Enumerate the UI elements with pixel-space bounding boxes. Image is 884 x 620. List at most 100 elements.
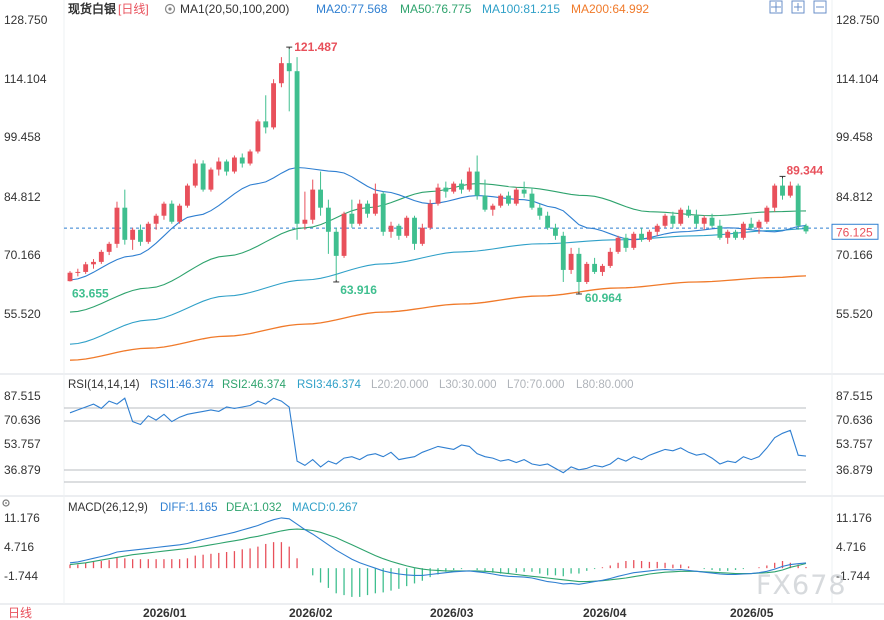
candle-down <box>294 71 300 224</box>
candle-down <box>537 207 543 216</box>
candle-up <box>208 169 214 190</box>
annotation-low-63655: 63.655 <box>72 287 109 301</box>
ma200-line <box>69 275 807 361</box>
candle-up <box>584 263 590 282</box>
rsi-tick-right: 70.636 <box>836 413 873 427</box>
candle-down <box>709 217 715 226</box>
macd-dea-value: DEA:1.032 <box>226 502 282 514</box>
panel-frames <box>0 0 884 605</box>
candle-up <box>701 217 707 224</box>
candle-up <box>75 271 81 273</box>
macd-tick-right: 11.176 <box>836 511 872 525</box>
eye-icon[interactable] <box>164 3 176 15</box>
candle-up <box>725 231 731 238</box>
price-tick-right: 84.812 <box>836 190 873 204</box>
price-tick-right: 99.458 <box>836 130 873 144</box>
price-tick-right: 128.750 <box>836 13 880 27</box>
price-annotations: 121.487 63.655 63.916 60.964 89.344 <box>72 40 824 305</box>
candle-down <box>380 193 386 232</box>
candle-down <box>412 217 417 244</box>
macd-axis: 11.176 4.716 -1.744 11.176 4.716 -1.744 <box>4 511 872 583</box>
period-tab-daily[interactable]: 日线 <box>8 606 32 620</box>
macd-indicator-label[interactable]: MACD(26,12,9) <box>68 502 148 514</box>
candle-up <box>145 223 151 242</box>
candle-up <box>607 251 613 266</box>
candle-up <box>185 185 190 206</box>
x-tick: 2026/05 <box>730 606 774 620</box>
macd-tick-right: -1.744 <box>836 569 870 583</box>
candle-down <box>623 237 629 248</box>
candle-up <box>192 163 198 186</box>
macd-dea-line <box>69 528 807 583</box>
rsi-l80-label: L80:80.000 <box>576 379 634 391</box>
candle-up <box>787 185 793 196</box>
candle-up <box>419 227 425 244</box>
candle-up <box>615 237 621 252</box>
rsi-axis: 87.515 70.636 53.757 36.879 87.515 70.63… <box>4 389 873 477</box>
rsi-indicator-label[interactable]: RSI(14,14,14) <box>68 379 140 391</box>
candle-down <box>506 195 511 204</box>
fx678-watermark: FX678 <box>756 570 847 601</box>
candle-down <box>200 163 206 190</box>
candle-down <box>717 225 723 238</box>
candle-down <box>748 223 754 228</box>
candle-up <box>130 229 136 240</box>
candle-up <box>678 209 684 224</box>
candle-down <box>803 225 809 232</box>
candle-up <box>161 203 167 216</box>
price-header: 现货白银 [日线] MA1(20,50,100,200) MA20:77.568… <box>68 1 649 16</box>
candle-down <box>592 263 598 272</box>
rsi-l20-label: L20:20.000 <box>371 379 429 391</box>
candle-up <box>498 195 504 206</box>
ma50-value: MA50:76.775 <box>400 2 472 16</box>
settings-icon[interactable] <box>2 499 10 507</box>
zoom-in-icon[interactable] <box>791 0 805 14</box>
annotation-low-63916: 63.916 <box>340 283 377 297</box>
candle-down <box>138 229 143 242</box>
candle-down <box>670 215 676 224</box>
rsi-tick-left: 53.757 <box>4 437 41 451</box>
x-tick: 2026/03 <box>430 606 474 620</box>
candle-down <box>224 161 230 172</box>
candle-down <box>553 227 558 236</box>
candle-up <box>513 189 519 204</box>
rsi-line <box>69 397 807 474</box>
candle-up <box>271 83 277 128</box>
zoom-out-icon[interactable] <box>813 0 827 14</box>
price-tick-left: 70.166 <box>4 248 41 262</box>
candle-down <box>474 171 480 196</box>
candle-up <box>216 161 222 170</box>
candle-down <box>482 195 488 210</box>
x-tick: 2026/01 <box>143 606 187 620</box>
candle-down <box>325 207 331 232</box>
ma20-value: MA20:77.568 <box>316 2 388 16</box>
rsi-tick-right: 87.515 <box>836 389 873 403</box>
price-tick-right: 55.520 <box>836 307 873 321</box>
candle-down <box>780 185 785 196</box>
rsi-header: RSI(14,14,14) RSI1:46.374 RSI2:46.374 RS… <box>68 379 634 391</box>
annotation-high-89344: 89.344 <box>787 163 824 177</box>
candle-up <box>756 221 762 228</box>
price-tick-left: 84.812 <box>4 190 41 204</box>
rsi3-value: RSI3:46.374 <box>297 379 362 391</box>
candle-up <box>231 157 237 172</box>
ma-indicator-label[interactable]: MA1(20,50,100,200) <box>180 2 289 16</box>
candle-down <box>349 213 355 224</box>
annotation-high-121: 121.487 <box>294 40 338 54</box>
candle-down <box>795 185 801 226</box>
candle-up <box>153 215 159 224</box>
rsi1-value: RSI1:46.374 <box>150 379 215 391</box>
period-label[interactable]: [日线] <box>118 2 149 16</box>
candle-down <box>545 215 551 228</box>
crosshair-icon[interactable] <box>769 0 783 14</box>
macd-header: MACD(26,12,9) DIFF:1.165 DEA:1.032 MACD:… <box>2 499 358 514</box>
price-tick-left: 128.750 <box>4 13 48 27</box>
ma200-value: MA200:64.992 <box>571 2 649 16</box>
candle-up <box>106 243 112 252</box>
macd-tick-left: 4.716 <box>4 540 34 554</box>
macd-tick-left: -1.744 <box>4 569 38 583</box>
candle-up <box>631 233 637 248</box>
candle-up <box>357 203 363 224</box>
candle-up <box>372 193 378 214</box>
